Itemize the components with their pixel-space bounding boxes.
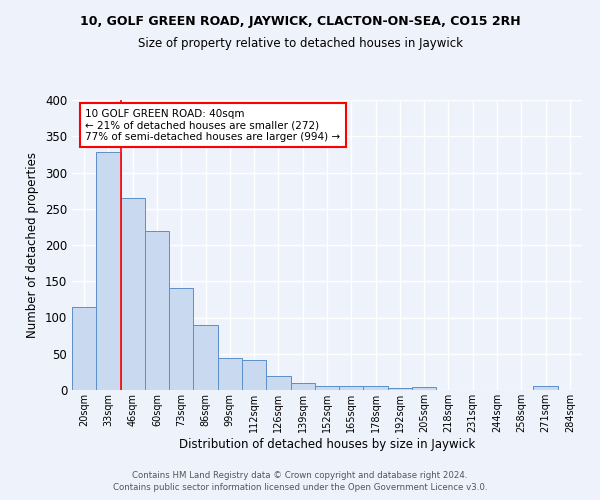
Bar — [218, 358, 242, 390]
Text: 10 GOLF GREEN ROAD: 40sqm
← 21% of detached houses are smaller (272)
77% of semi: 10 GOLF GREEN ROAD: 40sqm ← 21% of detac… — [85, 108, 340, 142]
Bar — [121, 198, 145, 390]
Bar — [96, 152, 121, 390]
Y-axis label: Number of detached properties: Number of detached properties — [26, 152, 40, 338]
X-axis label: Distribution of detached houses by size in Jaywick: Distribution of detached houses by size … — [179, 438, 475, 450]
Bar — [533, 386, 558, 390]
Bar — [145, 230, 169, 390]
Bar — [169, 288, 193, 390]
Bar — [315, 386, 339, 390]
Text: Size of property relative to detached houses in Jaywick: Size of property relative to detached ho… — [137, 38, 463, 51]
Bar — [266, 376, 290, 390]
Bar — [290, 384, 315, 390]
Bar — [242, 360, 266, 390]
Bar — [364, 386, 388, 390]
Text: Contains HM Land Registry data © Crown copyright and database right 2024.: Contains HM Land Registry data © Crown c… — [132, 471, 468, 480]
Bar — [339, 386, 364, 390]
Bar — [72, 306, 96, 390]
Bar — [412, 387, 436, 390]
Bar — [388, 388, 412, 390]
Text: Contains public sector information licensed under the Open Government Licence v3: Contains public sector information licen… — [113, 484, 487, 492]
Bar — [193, 325, 218, 390]
Text: 10, GOLF GREEN ROAD, JAYWICK, CLACTON-ON-SEA, CO15 2RH: 10, GOLF GREEN ROAD, JAYWICK, CLACTON-ON… — [80, 15, 520, 28]
